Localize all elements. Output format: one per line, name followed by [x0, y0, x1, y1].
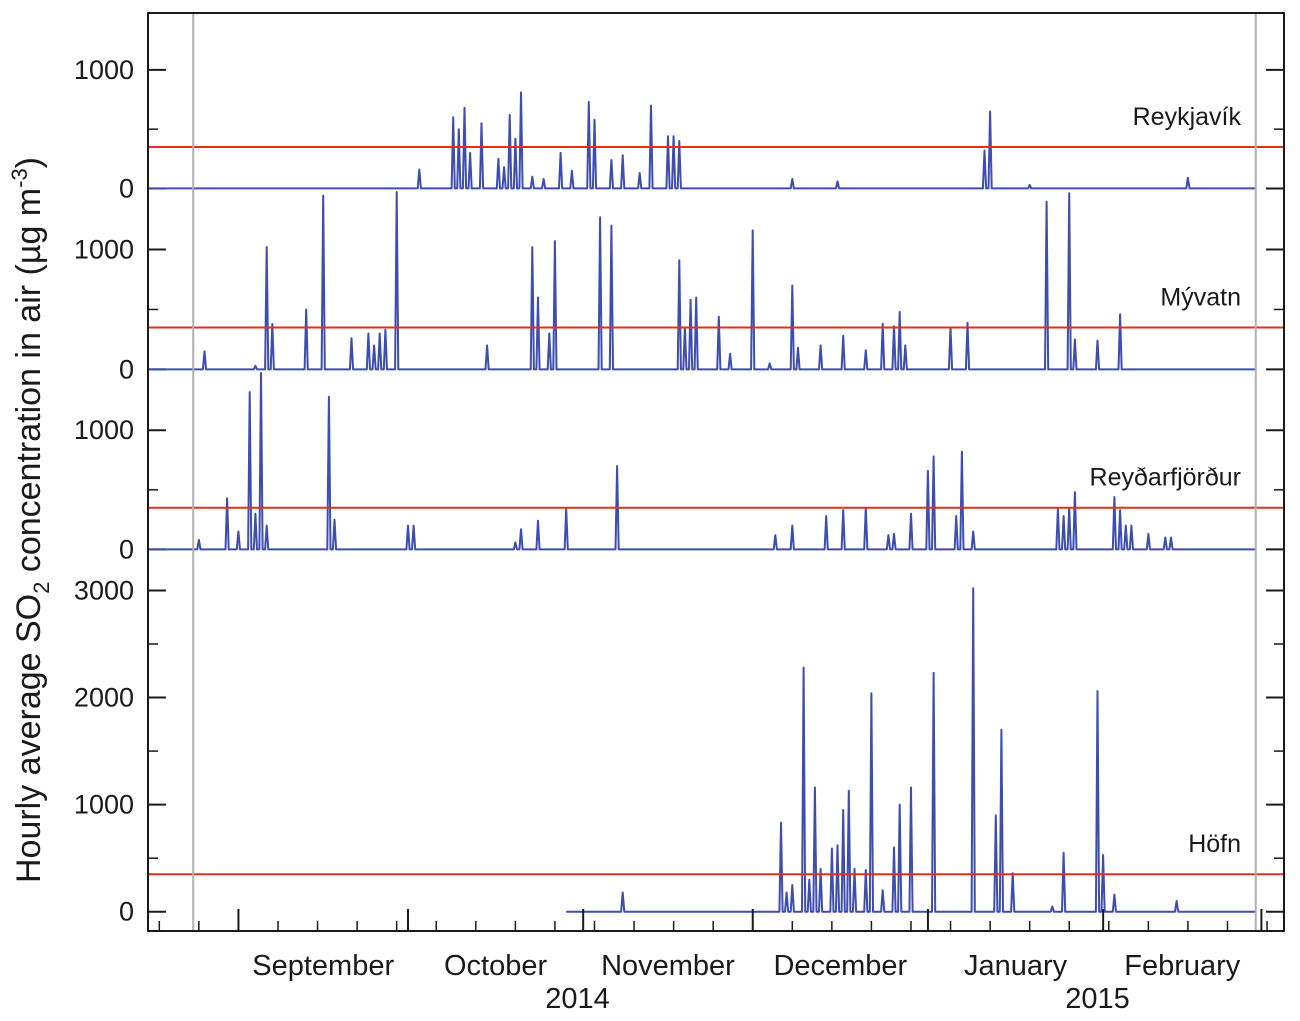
month-label: November	[601, 950, 735, 982]
y-tick-label: 0	[119, 354, 134, 384]
station-label: Höfn	[1188, 830, 1241, 858]
station-panel: 0 1000 Mývatn	[74, 191, 1284, 384]
year-label: 2015	[1065, 983, 1130, 1015]
station-panel: 0 1000 2000 3000 Höfn	[74, 552, 1284, 927]
month-label: February	[1124, 950, 1241, 982]
y-tick-label: 1000	[74, 790, 134, 820]
station-panel: 0 1000 Reyðarfjörður	[74, 372, 1284, 564]
y-tick-label: 0	[119, 173, 134, 203]
y-tick-label: 3000	[74, 575, 134, 605]
series-line	[148, 191, 1256, 371]
y-tick-label: 1000	[74, 415, 134, 445]
deployment-markers	[192, 13, 1257, 931]
month-label: December	[773, 950, 907, 982]
station-label: Mývatn	[1160, 283, 1241, 311]
y-axis-label: Hourly average SO2 concentration in air …	[7, 157, 54, 883]
station-panel: 0 1000 Reykjavík	[74, 55, 1284, 203]
series-line	[566, 587, 1256, 913]
series-line	[148, 372, 1256, 551]
y-tick-label: 1000	[74, 55, 134, 85]
y-axis-title: Hourly average SO2 concentration in air …	[7, 157, 54, 883]
series-line	[148, 91, 1256, 190]
station-panels: 0 1000 Reykjavík 0 1000 Mývatn 0 1000 Reyðarfjör…	[74, 55, 1284, 927]
year-label: 2014	[545, 983, 610, 1015]
station-label: Reykjavík	[1133, 103, 1242, 131]
y-tick-label: 0	[119, 534, 134, 564]
plot-frame	[147, 12, 1285, 932]
month-label: January	[964, 950, 1068, 982]
time-axis: September October November December January F…	[158, 909, 1268, 1015]
month-label: September	[252, 950, 394, 982]
y-tick-label: 2000	[74, 683, 134, 713]
y-tick-label: 0	[119, 897, 134, 927]
station-label: Reyðarfjörður	[1090, 464, 1241, 492]
y-tick-label: 1000	[74, 235, 134, 265]
month-label: October	[444, 950, 547, 982]
